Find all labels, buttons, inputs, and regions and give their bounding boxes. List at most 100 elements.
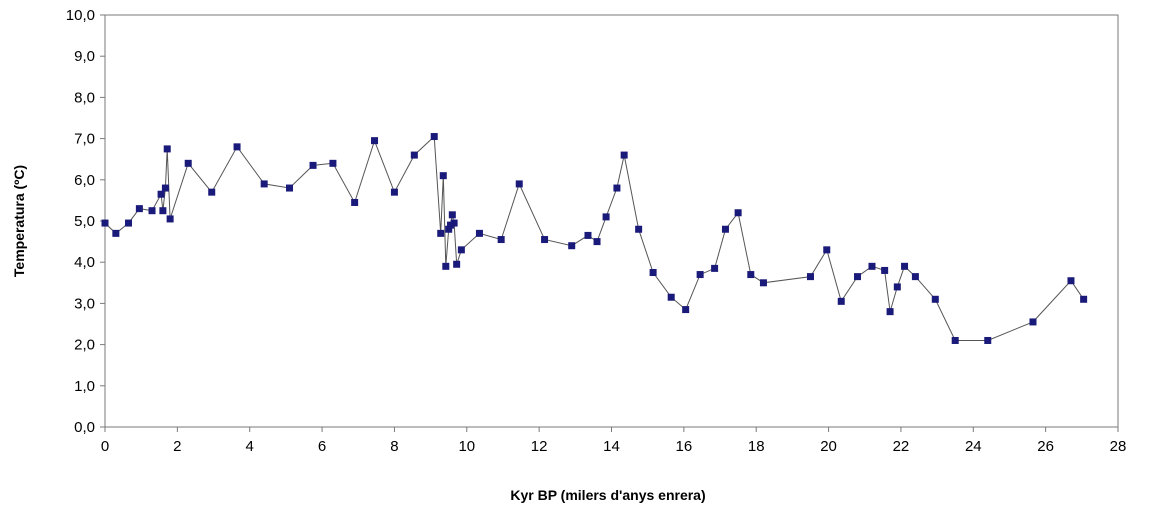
x-tick-label: 6 [318,438,326,455]
y-tick-label: 7,0 [74,131,95,148]
data-point [1080,295,1088,303]
data-point [696,271,704,279]
x-tick-label: 14 [603,438,620,455]
data-point [101,219,109,227]
data-point [893,283,901,291]
y-tick-label: 10,0 [66,7,95,24]
x-tick-label: 2 [173,438,181,455]
x-tick-label: 26 [1037,438,1054,455]
data-point [457,246,465,254]
data-point [450,219,458,227]
data-point [711,264,719,272]
data-point [635,225,643,233]
data-point [759,279,767,287]
data-point [437,229,445,237]
x-axis: 0 2 4 6 8 10 12 14 16 18 20 22 24 26 28 [101,427,1127,455]
x-axis-title: Kyr BP (milers d'anys enrera) [510,487,705,503]
data-point [157,190,165,198]
data-point [161,184,169,192]
data-point [620,151,628,159]
data-point [453,260,461,268]
data-point [208,188,216,196]
data-point [166,215,174,223]
data-point [148,207,156,215]
data-point [837,297,845,305]
data-point [410,151,418,159]
data-point [475,229,483,237]
data-point [868,262,876,270]
x-tick-label: 18 [748,438,765,455]
data-point [613,184,621,192]
data-point [135,205,143,213]
x-tick-label: 24 [965,438,982,455]
data-point [911,273,919,281]
data-point [649,269,657,276]
data-point [286,184,294,192]
data-point [430,133,438,141]
x-tick-label: 4 [246,438,254,455]
data-point [309,161,317,169]
data-point [1067,277,1075,285]
data-point [351,198,359,206]
data-point [901,262,909,270]
y-tick-label: 0,0 [74,419,95,436]
data-point [329,159,337,167]
data-point [734,209,742,217]
y-tick-label: 4,0 [74,254,95,271]
data-point [931,295,939,303]
data-point [125,219,133,227]
y-axis: 0,0 1,0 2,0 3,0 4,0 5,0 6,0 7,0 8,0 9,0 10,0 [66,7,105,436]
data-point [447,221,455,229]
data-point [163,145,171,153]
x-tick-label: 10 [458,438,475,455]
data-point [260,180,268,188]
data-point [568,242,576,250]
data-point [747,271,755,279]
data-point [584,231,592,239]
data-point [602,213,610,221]
data-point [593,238,601,246]
data-point [881,266,889,274]
data-point [854,273,862,281]
y-tick-label: 5,0 [74,213,95,230]
x-tick-label: 28 [1110,438,1127,455]
data-point [984,336,992,344]
y-tick-label: 8,0 [74,89,95,106]
data-point [515,180,523,188]
x-tick-label: 22 [893,438,910,455]
x-tick-label: 0 [101,438,109,455]
data-point [541,236,549,244]
plot-area [104,14,1119,428]
x-tick-label: 16 [676,438,693,455]
data-point [371,137,379,145]
x-tick-label: 20 [820,438,837,455]
x-tick-label: 8 [390,438,398,455]
y-tick-label: 9,0 [74,48,95,65]
y-tick-label: 2,0 [74,337,95,354]
y-tick-label: 6,0 [74,172,95,189]
data-point [497,236,505,244]
series-points [101,133,1088,344]
data-point [112,229,120,237]
data-point [445,225,453,233]
data-point [159,207,167,215]
data-point [439,172,447,180]
x-tick-label: 12 [531,438,548,455]
data-point [682,306,690,314]
data-point [806,273,814,281]
y-axis-title: Temperatura (ºC) [11,165,27,277]
data-point [667,293,675,301]
data-point [886,308,894,316]
data-point [390,188,398,196]
data-point [448,211,456,219]
data-point [1029,318,1037,326]
data-point [184,159,192,167]
data-point [442,262,450,270]
data-point [951,336,959,344]
data-point [823,246,831,254]
y-tick-label: 1,0 [74,378,95,395]
data-point [721,225,729,233]
data-point [233,143,241,151]
y-tick-label: 3,0 [74,295,95,312]
